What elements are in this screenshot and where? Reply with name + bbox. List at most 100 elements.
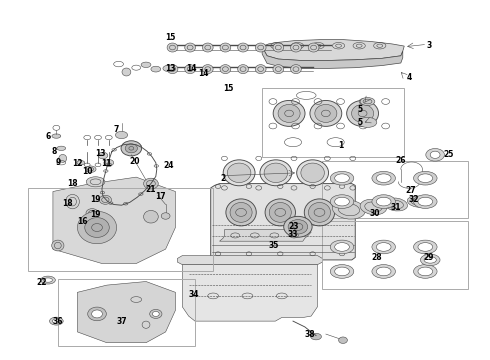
Ellipse shape xyxy=(301,163,324,183)
Text: 30: 30 xyxy=(369,209,380,217)
Text: 2: 2 xyxy=(220,174,225,183)
Ellipse shape xyxy=(332,200,366,219)
Ellipse shape xyxy=(57,146,66,150)
Ellipse shape xyxy=(273,43,284,52)
Text: 15: 15 xyxy=(222,84,233,93)
Bar xyxy=(28,188,213,271)
Ellipse shape xyxy=(185,43,196,52)
Ellipse shape xyxy=(339,337,347,343)
Ellipse shape xyxy=(163,65,175,72)
Ellipse shape xyxy=(92,310,102,318)
Text: 14: 14 xyxy=(186,64,196,73)
Ellipse shape xyxy=(220,65,231,74)
Ellipse shape xyxy=(407,196,428,207)
Polygon shape xyxy=(262,47,403,68)
Ellipse shape xyxy=(226,199,256,226)
Text: 1: 1 xyxy=(338,141,343,150)
Ellipse shape xyxy=(430,151,440,158)
Text: 16: 16 xyxy=(77,217,88,226)
Ellipse shape xyxy=(161,213,170,219)
Text: 4: 4 xyxy=(407,73,412,82)
Ellipse shape xyxy=(52,319,60,323)
Ellipse shape xyxy=(141,62,151,68)
Ellipse shape xyxy=(44,278,52,282)
Ellipse shape xyxy=(51,240,64,251)
Ellipse shape xyxy=(278,104,300,122)
Ellipse shape xyxy=(59,154,67,162)
Ellipse shape xyxy=(255,65,266,74)
Text: 18: 18 xyxy=(67,179,78,188)
Ellipse shape xyxy=(264,163,288,183)
Ellipse shape xyxy=(426,148,444,161)
Text: 34: 34 xyxy=(188,290,199,299)
Ellipse shape xyxy=(330,265,354,278)
Text: 37: 37 xyxy=(116,317,127,325)
Ellipse shape xyxy=(372,240,395,254)
Ellipse shape xyxy=(104,159,114,166)
Bar xyxy=(322,221,468,289)
Text: 33: 33 xyxy=(288,230,298,239)
Text: 5: 5 xyxy=(358,118,363,127)
Text: 18: 18 xyxy=(62,199,73,208)
Polygon shape xyxy=(177,256,322,265)
Ellipse shape xyxy=(238,65,248,74)
Ellipse shape xyxy=(352,104,373,122)
Ellipse shape xyxy=(335,197,349,206)
Text: 14: 14 xyxy=(198,69,209,78)
Ellipse shape xyxy=(297,160,329,186)
Ellipse shape xyxy=(270,202,291,222)
Ellipse shape xyxy=(125,144,137,153)
Ellipse shape xyxy=(414,240,437,254)
Ellipse shape xyxy=(122,68,131,76)
Ellipse shape xyxy=(202,65,213,74)
Ellipse shape xyxy=(414,265,437,278)
Ellipse shape xyxy=(330,171,354,185)
Ellipse shape xyxy=(335,174,349,183)
Ellipse shape xyxy=(150,309,162,318)
Ellipse shape xyxy=(152,311,159,316)
Text: 26: 26 xyxy=(395,156,406,165)
Text: 13: 13 xyxy=(165,64,176,73)
Ellipse shape xyxy=(260,160,292,186)
Text: 17: 17 xyxy=(155,192,166,201)
Text: 7: 7 xyxy=(114,125,119,134)
Ellipse shape xyxy=(227,163,251,183)
Ellipse shape xyxy=(346,100,378,126)
Text: 24: 24 xyxy=(164,161,174,170)
Text: 12: 12 xyxy=(72,159,83,168)
Text: 19: 19 xyxy=(90,195,101,204)
Ellipse shape xyxy=(418,197,433,206)
Ellipse shape xyxy=(284,216,312,237)
Text: 15: 15 xyxy=(165,33,176,42)
Ellipse shape xyxy=(335,243,349,251)
Ellipse shape xyxy=(66,194,79,209)
Ellipse shape xyxy=(291,65,301,74)
Polygon shape xyxy=(262,40,404,60)
Ellipse shape xyxy=(308,43,319,52)
Text: 22: 22 xyxy=(36,278,47,287)
Ellipse shape xyxy=(418,174,433,183)
Ellipse shape xyxy=(418,243,433,251)
Ellipse shape xyxy=(167,65,178,74)
Text: 25: 25 xyxy=(443,150,454,159)
Ellipse shape xyxy=(384,198,408,211)
Ellipse shape xyxy=(358,117,377,127)
Polygon shape xyxy=(220,230,311,241)
Ellipse shape xyxy=(98,152,108,159)
Ellipse shape xyxy=(86,209,98,217)
Text: 6: 6 xyxy=(46,132,50,141)
Ellipse shape xyxy=(376,197,391,206)
Ellipse shape xyxy=(220,43,231,52)
Text: 8: 8 xyxy=(51,147,56,156)
Ellipse shape xyxy=(223,160,255,186)
Ellipse shape xyxy=(315,104,337,122)
Ellipse shape xyxy=(360,199,387,215)
Ellipse shape xyxy=(420,254,440,266)
Text: 5: 5 xyxy=(358,105,363,114)
Ellipse shape xyxy=(99,195,111,204)
Ellipse shape xyxy=(311,333,321,340)
Text: 27: 27 xyxy=(405,186,416,195)
Ellipse shape xyxy=(309,202,331,222)
Text: 23: 23 xyxy=(289,222,299,231)
Ellipse shape xyxy=(418,267,433,276)
